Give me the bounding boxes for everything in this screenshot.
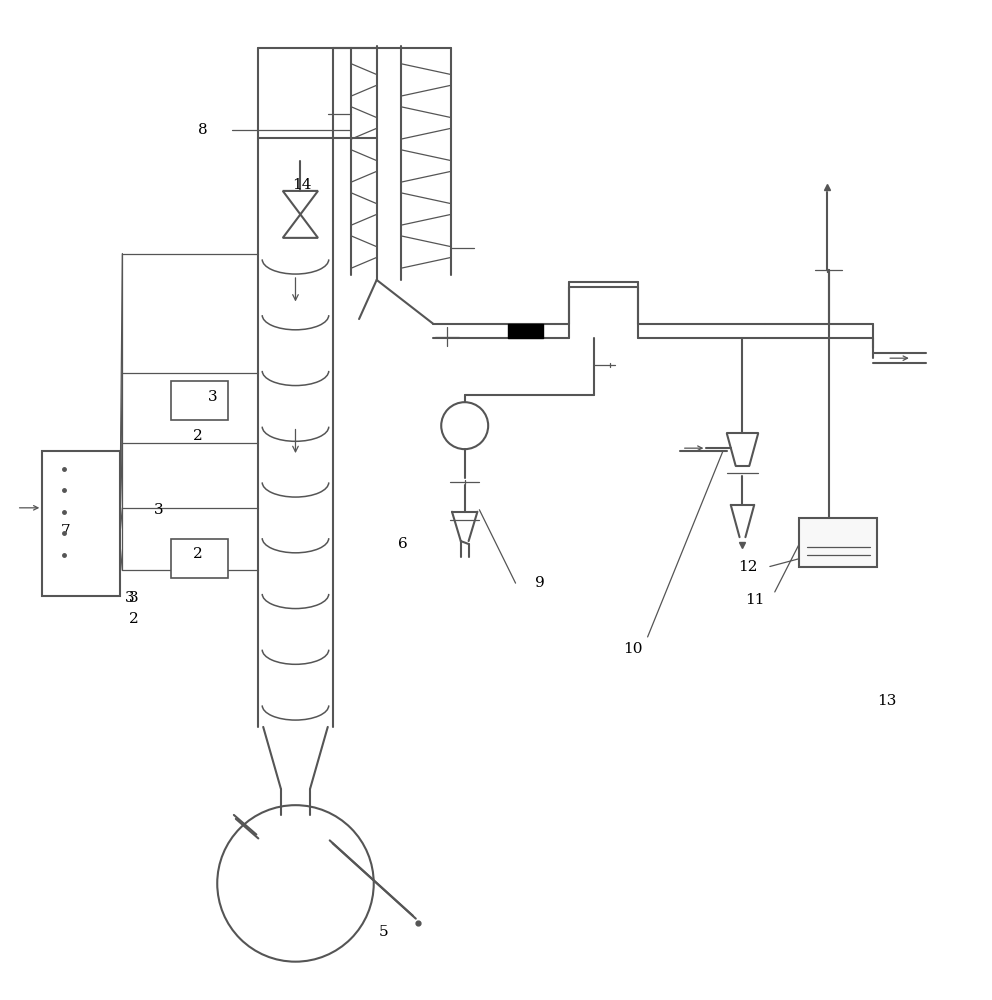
Text: 12: 12 — [739, 560, 758, 574]
Text: 3: 3 — [207, 390, 217, 404]
Text: 3: 3 — [124, 591, 134, 605]
Circle shape — [217, 805, 374, 962]
Bar — [800, 518, 878, 567]
Text: 14: 14 — [293, 178, 312, 192]
Text: 5: 5 — [379, 925, 388, 939]
Text: 2: 2 — [192, 429, 202, 443]
Text: 7: 7 — [61, 524, 70, 538]
Text: 2: 2 — [129, 612, 139, 626]
Text: 3: 3 — [129, 591, 139, 605]
Circle shape — [441, 402, 488, 449]
Text: 3: 3 — [154, 503, 164, 517]
Text: 2: 2 — [192, 547, 202, 561]
Bar — [42, 451, 120, 596]
Bar — [172, 381, 228, 420]
Bar — [172, 539, 228, 578]
Text: 10: 10 — [623, 642, 643, 656]
Text: 6: 6 — [398, 537, 408, 551]
Text: 8: 8 — [197, 123, 207, 137]
Text: 11: 11 — [745, 593, 765, 607]
Text: 13: 13 — [878, 694, 897, 708]
Text: 9: 9 — [535, 576, 545, 590]
